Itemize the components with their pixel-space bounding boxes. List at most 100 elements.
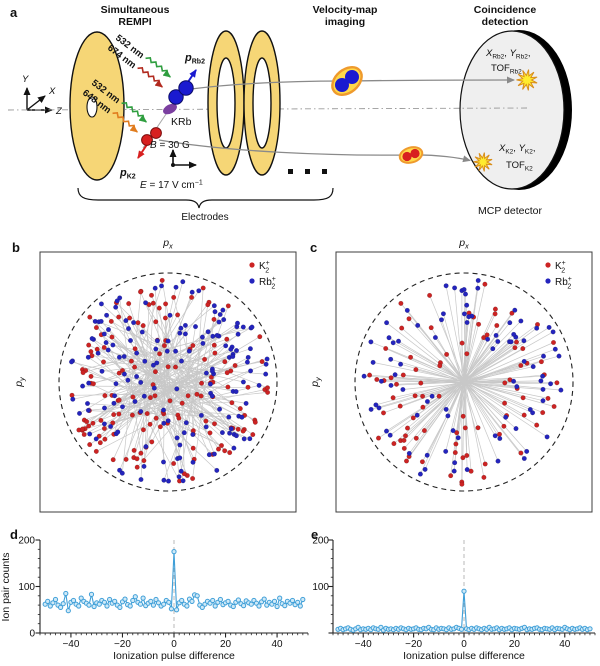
svg-text:40: 40 xyxy=(272,639,284,650)
coordinate-axes-icon: Y X Z xyxy=(22,74,63,117)
svg-text:−40: −40 xyxy=(62,639,79,650)
panel-c-legend: K+ 2 Rb+ 2 xyxy=(545,260,572,291)
rb2-x-symbol: X xyxy=(485,48,493,59)
rb2-molecule xyxy=(168,80,194,105)
e-field-exponent: −1 xyxy=(195,180,203,187)
legend-rb2-label: Rb+ 2 xyxy=(259,276,276,291)
rb2-y-symbol: Y xyxy=(510,48,517,59)
panels-b-c-scatter: b px py K+ 2 Rb+ 2 c px py K+ 2 Rb+ 2 xyxy=(12,237,593,513)
panel-c-data-points xyxy=(361,277,564,487)
k2-x-sub: K2 xyxy=(505,149,513,156)
p-rb2-label: pRb2 xyxy=(184,52,205,66)
panel-b-x-axis-title: px xyxy=(162,237,173,251)
e-field-value: = 17 V cm xyxy=(147,180,195,191)
svg-text:40: 40 xyxy=(559,639,571,650)
rb2-y-sub: Rb2 xyxy=(516,54,528,61)
legend-k2-label: K+ 2 xyxy=(555,260,566,275)
rb2-impact-starburst-icon xyxy=(516,69,538,91)
b-field-symbol: B xyxy=(150,140,157,151)
electrode-ellipsis-icon xyxy=(288,169,327,174)
rb2-x-sub: Rb2 xyxy=(492,54,504,61)
title-coincidence-line1: Coincidence xyxy=(474,4,537,16)
svg-text:100: 100 xyxy=(312,582,329,593)
panel-c-y-axis-title: py xyxy=(309,376,323,388)
svg-text:20: 20 xyxy=(220,639,232,650)
title-vmi-line1: Velocity-map xyxy=(313,4,378,16)
p-k2-base: p xyxy=(119,167,127,179)
panel-b-legend: K+ 2 Rb+ 2 xyxy=(249,260,276,291)
panel-a-label: a xyxy=(10,5,18,20)
svg-text:0: 0 xyxy=(461,639,467,650)
legend-rb2-dot xyxy=(249,278,255,284)
krb-label: KRb xyxy=(171,116,192,128)
panel-c-label: c xyxy=(310,240,317,255)
legend-k2-label: K+ 2 xyxy=(259,260,270,275)
svg-text:0: 0 xyxy=(29,629,35,640)
svg-text:200: 200 xyxy=(312,536,329,547)
detector-rb2-readout-line2: TOFRb2 xyxy=(491,63,522,76)
panels-d-e-line-charts: d e Ion pair counts Ionization pulse dif… xyxy=(0,527,596,662)
mcp-detector-label: MCP detector xyxy=(478,205,543,217)
svg-text:100: 100 xyxy=(18,582,35,593)
panel-b-label: b xyxy=(12,240,20,255)
panel-e-label: e xyxy=(311,527,318,542)
panel-d-label: d xyxy=(10,527,18,542)
panel-e-plot: −40 −20 0 20 40 100 200 xyxy=(312,536,596,650)
p-rb2-base: p xyxy=(184,52,192,64)
b-field-label: B = 30 G xyxy=(150,140,190,151)
svg-text:−20: −20 xyxy=(114,639,131,650)
legend-rb2-dot xyxy=(545,278,551,284)
svg-text:−20: −20 xyxy=(405,639,422,650)
axis-x-label: X xyxy=(48,86,56,97)
k2-tof-symbol: TOF xyxy=(506,160,525,171)
title-coincidence-line2: detection xyxy=(482,16,529,28)
legend-k2-dot xyxy=(545,262,551,268)
k2-impact-starburst-icon xyxy=(473,152,493,172)
legend-k2-dot xyxy=(249,262,255,268)
electrode-ring-1 xyxy=(207,30,245,176)
k2-y-symbol: Y xyxy=(519,143,526,154)
panel-e-x-axis-label: Ionization pulse difference xyxy=(403,650,525,662)
svg-text:20: 20 xyxy=(509,639,521,650)
k2-y-sub: K2 xyxy=(525,149,533,156)
legend-rb2-label: Rb+ 2 xyxy=(555,276,572,291)
electrodes-label: Electrodes xyxy=(181,212,228,223)
rb2-tof-symbol: TOF xyxy=(491,63,510,74)
k2-molecule xyxy=(141,127,162,146)
panel-a-apparatus-diagram: a Simultaneous REMPI Velocity-map imagin… xyxy=(7,4,572,223)
panel-b-momentum-circle xyxy=(58,272,278,492)
detector-k2-readout-line1: XK2, YK2, xyxy=(498,143,536,156)
p-rb2-sub: Rb2 xyxy=(192,59,205,66)
title-rempi-line1: Simultaneous xyxy=(101,4,170,16)
axis-y-label: Y xyxy=(22,74,29,85)
panel-b-data-points xyxy=(68,277,271,484)
panel-b-y-axis-title: py xyxy=(13,376,27,388)
detector-k2-readout-line2: TOFK2 xyxy=(506,160,533,173)
panel-c-x-axis-title: px xyxy=(458,237,469,251)
rb2-tof-sub: Rb2 xyxy=(510,69,522,76)
k2-trajectory xyxy=(158,139,471,163)
mcp-detector xyxy=(459,30,572,190)
k2-tof-sub: K2 xyxy=(525,166,533,173)
panel-d-y-axis-label: Ion pair counts xyxy=(0,553,12,622)
axis-z-label: Z xyxy=(55,106,63,117)
svg-text:0: 0 xyxy=(171,639,177,650)
p-k2-label: pK2 xyxy=(119,167,136,181)
title-vmi-line2: imaging xyxy=(325,16,365,28)
e-field-label: E = 17 V cm−1 xyxy=(140,180,203,192)
k2-ion-flying xyxy=(398,146,424,164)
svg-text:−40: −40 xyxy=(355,639,372,650)
e-field-symbol: E xyxy=(140,180,147,191)
electrode-disk xyxy=(69,31,125,181)
field-indicator: B = 30 G E = 17 V cm−1 xyxy=(140,140,203,191)
krb-molecule xyxy=(163,103,177,115)
rb2-ion-flying xyxy=(331,66,363,96)
electrodes-brace xyxy=(77,187,334,209)
detector-rb2-readout-line1: XRb2, YRb2, xyxy=(485,48,530,61)
b-field-value: = 30 G xyxy=(157,140,190,151)
k2-x-symbol: X xyxy=(498,143,506,154)
panel-c-momentum-circle xyxy=(354,272,574,492)
svg-text:200: 200 xyxy=(18,536,35,547)
panel-d-plot: −40 −20 0 20 40 0 100 200 xyxy=(18,536,309,650)
